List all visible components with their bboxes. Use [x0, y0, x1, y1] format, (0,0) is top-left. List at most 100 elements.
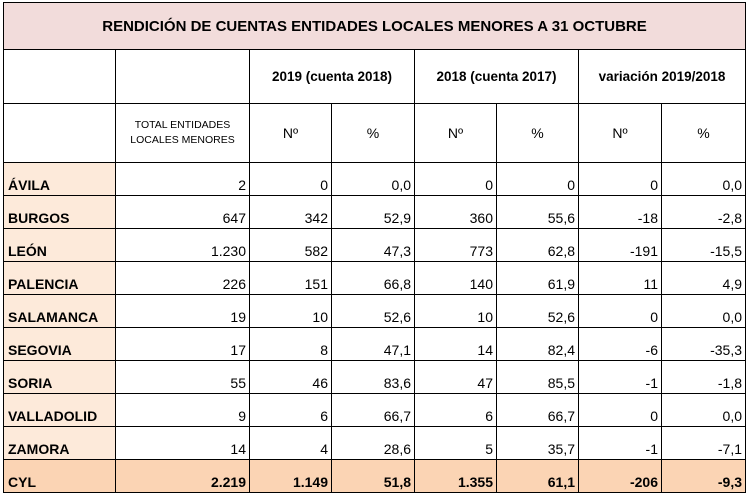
table-cell: 62,8	[496, 228, 579, 262]
table-cell: 0	[578, 393, 662, 427]
total-cell: -9,3	[661, 459, 746, 493]
table-row: ÁVILA 2 0 0,0 0 0 0 0,0	[3, 162, 746, 196]
table-cell: 10	[414, 294, 497, 328]
subheader-blank	[3, 103, 116, 163]
subheader-2018-n: Nº	[414, 103, 497, 163]
table-cell: 0,0	[661, 294, 746, 328]
subheader-2018-pct: %	[496, 103, 579, 163]
table-cell: -1	[578, 426, 662, 460]
table-cell: 83,6	[331, 360, 415, 394]
table-row: SEGOVIA 17 8 47,1 14 82,4 -6 -35,3	[3, 327, 746, 361]
subheader-2019-n: Nº	[249, 103, 332, 163]
table-body: ÁVILA 2 0 0,0 0 0 0 0,0 BURGOS 647 342 52,9 360 55,6-…	[3, 162, 746, 460]
table-cell: 773	[414, 228, 497, 262]
table-cell: 61,9	[496, 261, 579, 295]
header-blank-total	[115, 49, 250, 104]
table-row: ZAMORA 14 4 28,6 5 35,7 -1 -7,1	[3, 426, 746, 460]
table-cell: 0	[578, 294, 662, 328]
total-cell: -206	[578, 459, 662, 493]
table-cell: 0	[414, 162, 497, 196]
table-cell: 52,9	[331, 195, 415, 229]
region-name: PALENCIA	[3, 261, 116, 295]
table-cell: 140	[414, 261, 497, 295]
total-cell: 51,8	[331, 459, 415, 493]
table-cell: 360	[414, 195, 497, 229]
table-cell: 66,7	[331, 393, 415, 427]
table-cell: -15,5	[661, 228, 746, 262]
region-name: ÁVILA	[3, 162, 116, 196]
header-2018: 2018 (cuenta 2017)	[414, 49, 579, 104]
accounts-table: RENDICIÓN DE CUENTAS ENTIDADES LOCALES M…	[3, 2, 746, 493]
total-region: CYL	[3, 459, 116, 493]
table-cell: 0	[249, 162, 332, 196]
table-cell: -1,8	[661, 360, 746, 394]
header-blank-region	[3, 49, 116, 104]
table-cell: 4,9	[661, 261, 746, 295]
table-cell: 647	[115, 195, 250, 229]
table-cell: 47,3	[331, 228, 415, 262]
subheader-var-n: Nº	[578, 103, 662, 163]
total-cell: 2.219	[115, 459, 250, 493]
table-cell: 55	[115, 360, 250, 394]
table-cell: 4	[249, 426, 332, 460]
table-cell: 52,6	[496, 294, 579, 328]
table-cell: 0	[578, 162, 662, 196]
table-cell: 35,7	[496, 426, 579, 460]
region-name: BURGOS	[3, 195, 116, 229]
table-cell: 66,7	[496, 393, 579, 427]
table-cell: 52,6	[331, 294, 415, 328]
table-cell: 19	[115, 294, 250, 328]
table-cell: 5	[414, 426, 497, 460]
table-cell: 17	[115, 327, 250, 361]
table-cell: 226	[115, 261, 250, 295]
subheader-var-pct: %	[661, 103, 746, 163]
subheader-total: TOTAL ENTIDADES LOCALES MENORES	[115, 103, 250, 163]
region-name: ZAMORA	[3, 426, 116, 460]
table-cell: -18	[578, 195, 662, 229]
table-cell: 85,5	[496, 360, 579, 394]
header-2019: 2019 (cuenta 2018)	[249, 49, 415, 104]
table-row: LEÓN 1.230 582 47,3 773 62,8 -191 -15,5	[3, 228, 746, 262]
region-name: SALAMANCA	[3, 294, 116, 328]
region-name: VALLADOLID	[3, 393, 116, 427]
table-cell: 14	[414, 327, 497, 361]
table-cell: 14	[115, 426, 250, 460]
table-cell: 28,6	[331, 426, 415, 460]
table-row: PALENCIA 226 151 66,8 140 61,9 11 4,9	[3, 261, 746, 295]
table-cell: 8	[249, 327, 332, 361]
table-cell: 47	[414, 360, 497, 394]
table-cell: 6	[414, 393, 497, 427]
region-name: SORIA	[3, 360, 116, 394]
table-row: SALAMANCA 19 10 52,6 10 52,6 0 0,0	[3, 294, 746, 328]
table-cell: -191	[578, 228, 662, 262]
table-cell: -6	[578, 327, 662, 361]
table-cell: 0,0	[661, 393, 746, 427]
table-cell: 151	[249, 261, 332, 295]
table-cell: -7,1	[661, 426, 746, 460]
table-cell: -2,8	[661, 195, 746, 229]
table-cell: 55,6	[496, 195, 579, 229]
table-cell: 9	[115, 393, 250, 427]
table-cell: 582	[249, 228, 332, 262]
total-cell: 1.149	[249, 459, 332, 493]
table-cell: -35,3	[661, 327, 746, 361]
subheader-2019-pct: %	[331, 103, 415, 163]
table-cell: 2	[115, 162, 250, 196]
table-cell: 0,0	[661, 162, 746, 196]
total-cell: 1.355	[414, 459, 497, 493]
table-cell: 47,1	[331, 327, 415, 361]
region-name: SEGOVIA	[3, 327, 116, 361]
table-cell: -1	[578, 360, 662, 394]
table-cell: 6	[249, 393, 332, 427]
table-cell: 0,0	[331, 162, 415, 196]
table-cell: 46	[249, 360, 332, 394]
total-row: CYL 2.219 1.149 51,8 1.355 61,1 -206 -9,…	[3, 459, 746, 493]
table-cell: 1.230	[115, 228, 250, 262]
table-title: RENDICIÓN DE CUENTAS ENTIDADES LOCALES M…	[3, 2, 746, 50]
table-row: BURGOS 647 342 52,9 360 55,6 -18 -2,8	[3, 195, 746, 229]
table-row: SORIA 55 46 83,6 47 85,5 -1 -1,8	[3, 360, 746, 394]
table-row: VALLADOLID 9 6 66,7 6 66,7 0 0,0	[3, 393, 746, 427]
table-cell: 342	[249, 195, 332, 229]
table-cell: 0	[496, 162, 579, 196]
total-cell: 61,1	[496, 459, 579, 493]
